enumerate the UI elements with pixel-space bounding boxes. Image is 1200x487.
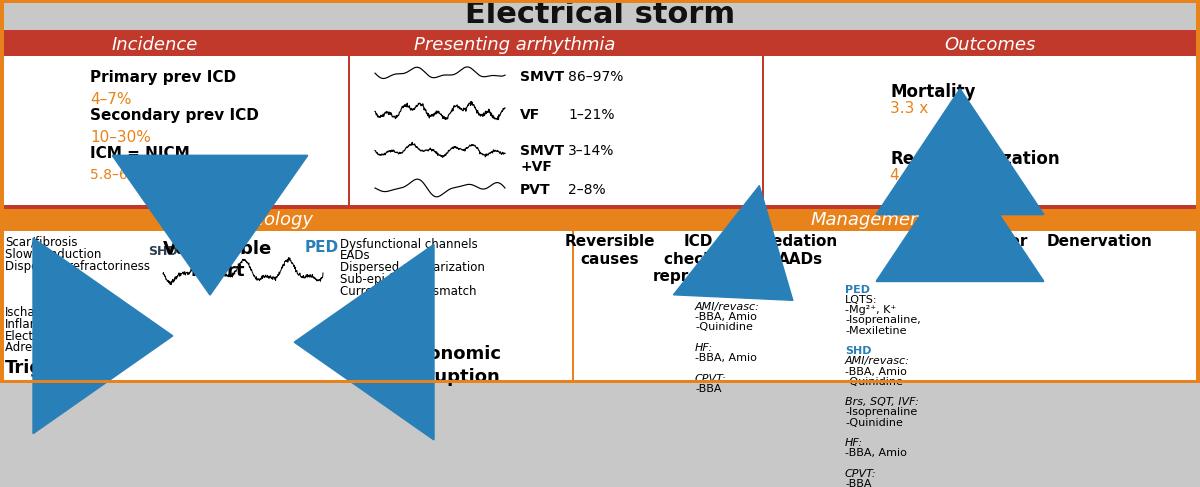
Text: 86–97%: 86–97%	[568, 70, 623, 84]
Text: Dysfunctional channels: Dysfunctional channels	[340, 238, 478, 250]
Text: Management: Management	[811, 211, 929, 229]
Text: AMI/revasc:: AMI/revasc:	[695, 302, 760, 312]
Text: -BBA: -BBA	[695, 384, 721, 394]
Text: PED: PED	[845, 285, 870, 295]
Text: Trigger: Trigger	[5, 359, 77, 377]
Text: SMVT
+VF: SMVT +VF	[520, 144, 564, 174]
Text: ICM = NICM: ICM = NICM	[90, 146, 190, 161]
Text: -Isoprenaline: -Isoprenaline	[845, 408, 917, 417]
Text: 10–30%: 10–30%	[90, 130, 151, 145]
Text: 3.3 x: 3.3 x	[890, 101, 929, 116]
Text: 5.8–6.9%/50.9 mo: 5.8–6.9%/50.9 mo	[90, 168, 216, 182]
Text: -Mexiletine: -Mexiletine	[845, 326, 906, 336]
Text: Ischaemia: Ischaemia	[5, 306, 65, 319]
Text: -Quinidine: -Quinidine	[845, 418, 902, 428]
Text: -BBA, Amio: -BBA, Amio	[695, 353, 757, 363]
Text: -Quinidine: -Quinidine	[695, 322, 752, 333]
Text: ICD
check &
reprogram: ICD check & reprogram	[653, 234, 744, 284]
Text: CPVT:: CPVT:	[695, 374, 727, 384]
Bar	[0, 206, 1200, 209]
Text: Mortality: Mortality	[890, 83, 976, 101]
Bar	[0, 34, 1200, 206]
Text: -Quinidine: -Quinidine	[845, 377, 902, 387]
Bar	[0, 0, 4, 383]
Text: HF:: HF:	[695, 343, 713, 353]
Text: CPVT:: CPVT:	[845, 469, 877, 479]
Text: LQTS:: LQTS:	[845, 295, 877, 305]
Bar	[0, 209, 1200, 231]
Text: Catheter
ablation: Catheter ablation	[953, 234, 1027, 267]
Text: 1–21%: 1–21%	[568, 108, 614, 122]
Bar	[762, 56, 764, 206]
Text: Sedation
AADs: Sedation AADs	[762, 234, 838, 267]
Text: Autonomic
disruption: Autonomic disruption	[394, 345, 502, 386]
Bar	[0, 0, 1200, 30]
Text: HF:: HF:	[845, 438, 863, 448]
Text: Vulnerable
heart: Vulnerable heart	[163, 240, 272, 280]
Text: Scar/fibrosis: Scar/fibrosis	[5, 236, 78, 249]
Text: Incidence: Incidence	[112, 36, 198, 54]
Bar	[0, 209, 1200, 383]
Text: Electrolytes: Electrolytes	[5, 330, 74, 342]
Text: 3–14%: 3–14%	[568, 144, 614, 158]
Text: 2–8%: 2–8%	[568, 183, 606, 197]
Bar	[0, 34, 1200, 56]
Text: PED: PED	[305, 240, 340, 255]
Text: Reversible
causes: Reversible causes	[565, 234, 655, 267]
Text: Brs, SQT, IVF:: Brs, SQT, IVF:	[845, 397, 919, 407]
Text: EADs: EADs	[340, 249, 371, 262]
Text: Presenting arrhythmia: Presenting arrhythmia	[414, 36, 616, 54]
Text: Adrenergic drive: Adrenergic drive	[5, 341, 103, 355]
Text: Current-load mismatch: Current-load mismatch	[340, 285, 476, 298]
Text: AMI/revasc:: AMI/revasc:	[845, 356, 910, 366]
Text: 4.8 x: 4.8 x	[890, 168, 928, 183]
Text: 4–7%: 4–7%	[90, 92, 132, 107]
Text: SMVT: SMVT	[520, 70, 564, 84]
Text: SHD: SHD	[148, 245, 178, 259]
Text: Re-hospitalization: Re-hospitalization	[890, 150, 1060, 168]
Text: Sub-epi fibrosis: Sub-epi fibrosis	[340, 273, 431, 286]
Text: Electrical storm: Electrical storm	[464, 0, 736, 29]
Text: Dispersed refractoriness: Dispersed refractoriness	[5, 260, 150, 273]
Text: -BBA, Amio: -BBA, Amio	[695, 312, 757, 322]
Bar	[348, 56, 350, 206]
Text: Pathophysiology: Pathophysiology	[166, 211, 314, 229]
Text: Denervation: Denervation	[1048, 234, 1153, 249]
Bar	[1196, 0, 1200, 383]
Text: Slow conduction: Slow conduction	[5, 248, 101, 261]
Text: -BBA: -BBA	[845, 479, 871, 487]
Text: Dispersed repolarization: Dispersed repolarization	[340, 261, 485, 274]
Bar	[0, 0, 1200, 3]
Text: SHD: SHD	[720, 285, 750, 298]
Text: PVT: PVT	[520, 183, 551, 197]
Text: -Mg²⁺, K⁺: -Mg²⁺, K⁺	[845, 305, 896, 315]
Text: Inflammation: Inflammation	[5, 318, 84, 331]
Text: Primary prev ICD: Primary prev ICD	[90, 70, 236, 85]
Bar	[0, 380, 1200, 383]
Text: -BBA, Amio: -BBA, Amio	[845, 449, 907, 458]
Text: VF: VF	[520, 108, 540, 122]
Text: -Isoprenaline,: -Isoprenaline,	[845, 316, 920, 325]
Bar	[572, 231, 574, 383]
Text: SHD: SHD	[845, 346, 871, 356]
Text: Outcomes: Outcomes	[944, 36, 1036, 54]
Text: Secondary prev ICD: Secondary prev ICD	[90, 108, 259, 123]
Bar	[0, 30, 1200, 34]
Text: -BBA, Amio: -BBA, Amio	[845, 367, 907, 376]
